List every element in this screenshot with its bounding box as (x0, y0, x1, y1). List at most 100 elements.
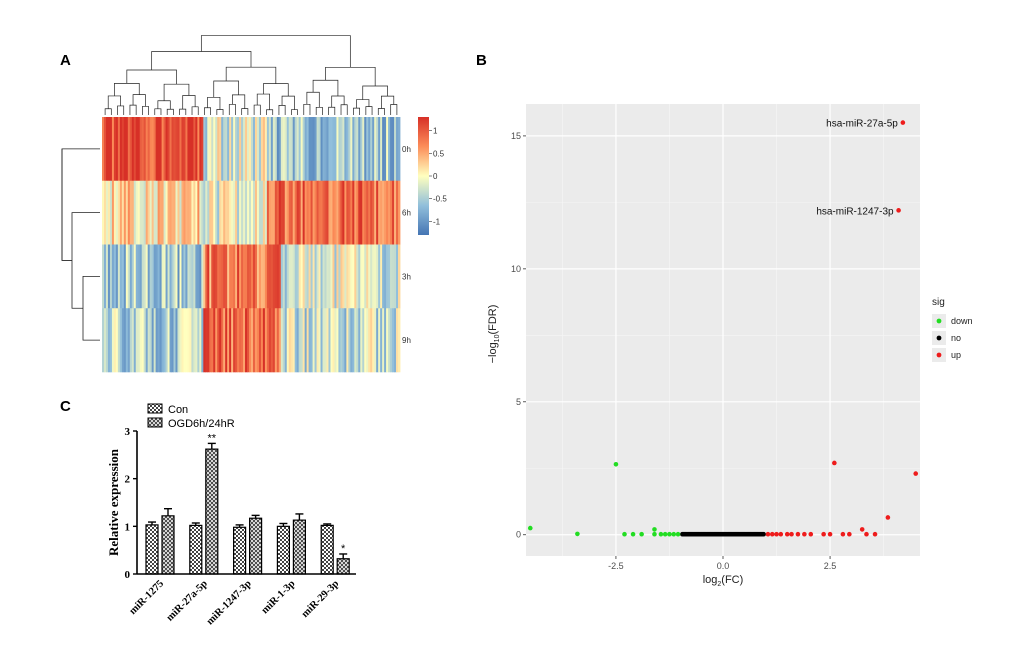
heatmap-cell (392, 244, 395, 309)
heatmap-cell (169, 117, 172, 182)
heatmap-cell (300, 180, 304, 245)
heatmap-cell (346, 117, 349, 182)
heatmap-cell (231, 308, 234, 373)
heatmap-cell (304, 117, 308, 182)
heatmap-cell (304, 180, 308, 245)
volcano-point-up (765, 531, 771, 537)
heatmap-cell (284, 244, 288, 309)
heatmap-cell (197, 308, 200, 373)
heatmap-cell (306, 308, 310, 373)
bar-y-tick-label: 0 (125, 569, 131, 581)
heatmap-cell (384, 180, 387, 245)
heatmap-cell (262, 308, 266, 373)
heatmap-cell (127, 117, 131, 182)
heatmap-cell (201, 117, 204, 182)
volcano-point-up (778, 531, 784, 537)
heatmap-cell (338, 308, 341, 373)
heatmap-cell (388, 244, 391, 309)
heatmap-cell (239, 117, 242, 182)
volcano-point-up (789, 531, 794, 537)
heatmap-cell (358, 180, 361, 245)
heatmap-cell (123, 180, 127, 245)
volcano-point-no (761, 531, 766, 537)
heatmap-cell (360, 308, 363, 373)
heatmap-cell (165, 244, 168, 309)
heatmap-cell (207, 117, 210, 182)
heatmap-cell (229, 244, 232, 309)
heatmap-cell (185, 117, 188, 182)
heatmap-cell (149, 117, 153, 182)
heatmap-cell (300, 117, 304, 182)
heatmap-cell (171, 244, 174, 309)
heatmap-cell (298, 308, 302, 373)
heatmap-cell (336, 117, 339, 182)
heatmap-cell (328, 180, 331, 245)
heatmap-cell (207, 244, 210, 309)
heatmap-cell (111, 244, 115, 309)
heatmap-cell (324, 308, 327, 373)
heatmap-cell (380, 180, 383, 245)
heatmap-cell (296, 308, 300, 373)
heatmap-cell (221, 180, 224, 245)
heatmap-cell (314, 180, 317, 245)
bar-con (233, 526, 247, 575)
heatmap-cell (372, 180, 375, 245)
heatmap-cell (223, 308, 226, 373)
heatmap-cell (241, 244, 244, 309)
heatmap-cell (163, 117, 166, 182)
heatmap-cell (368, 180, 371, 245)
heatmap-cell (258, 308, 262, 373)
heatmap-cell (123, 308, 127, 373)
heatmap-cell (376, 244, 379, 309)
heatmap-cell (292, 244, 296, 309)
heatmap-cell (298, 117, 302, 182)
heatmap-cell (129, 180, 133, 245)
heatmap-cell (221, 117, 224, 182)
heatmap-cell (360, 180, 363, 245)
volcano-y-tick-label: 15 (511, 131, 521, 141)
heatmap-cell (111, 308, 115, 373)
heatmap-cell (258, 244, 262, 309)
heatmap-cell (209, 244, 212, 309)
heatmap-cell (235, 308, 238, 373)
heatmap-cell (352, 308, 355, 373)
heatmap-cell (185, 308, 188, 373)
heatmap-cell (155, 244, 159, 309)
volcano-point-up (840, 531, 846, 537)
legend-marker (936, 335, 942, 341)
volcano-point-up (885, 515, 891, 520)
heatmap-cell (145, 308, 149, 373)
heatmap-cell (233, 308, 236, 373)
heatmap-cell (123, 244, 127, 309)
heatmap-cell (388, 180, 391, 245)
heatmap-cell (245, 308, 248, 373)
heatmap-cell (390, 308, 393, 373)
heatmap-cell (249, 244, 252, 309)
heatmap-cell (183, 244, 186, 309)
heatmap-cell (167, 180, 170, 245)
heatmap-cell (233, 180, 236, 245)
heatmap-cell (396, 308, 399, 373)
heatmap-cell (278, 117, 282, 182)
heatmap-cell (205, 180, 208, 245)
heatmap-cell (324, 244, 327, 309)
column-dendrogram (104, 35, 398, 115)
heatmap-cell (350, 308, 353, 373)
heatmap-cell (217, 117, 220, 182)
heatmap-cell (201, 244, 204, 309)
heatmap-cell (111, 180, 115, 245)
heatmap-cell (308, 180, 311, 245)
heatmap-cell (282, 308, 286, 373)
heatmap-cell (171, 308, 174, 373)
colorbar-tick-label: 0.5 (433, 149, 445, 158)
volcano-points (527, 120, 919, 537)
volcano-point-down (575, 531, 580, 537)
heatmap-cell (102, 244, 105, 309)
heatmap-cell (187, 180, 190, 245)
heatmap-cell (227, 308, 230, 373)
heatmap-cell (129, 244, 133, 309)
heatmap-cell (254, 117, 258, 182)
heatmap-cell (117, 308, 121, 373)
heatmap-cell (177, 244, 180, 309)
heatmap-cell (135, 117, 139, 182)
